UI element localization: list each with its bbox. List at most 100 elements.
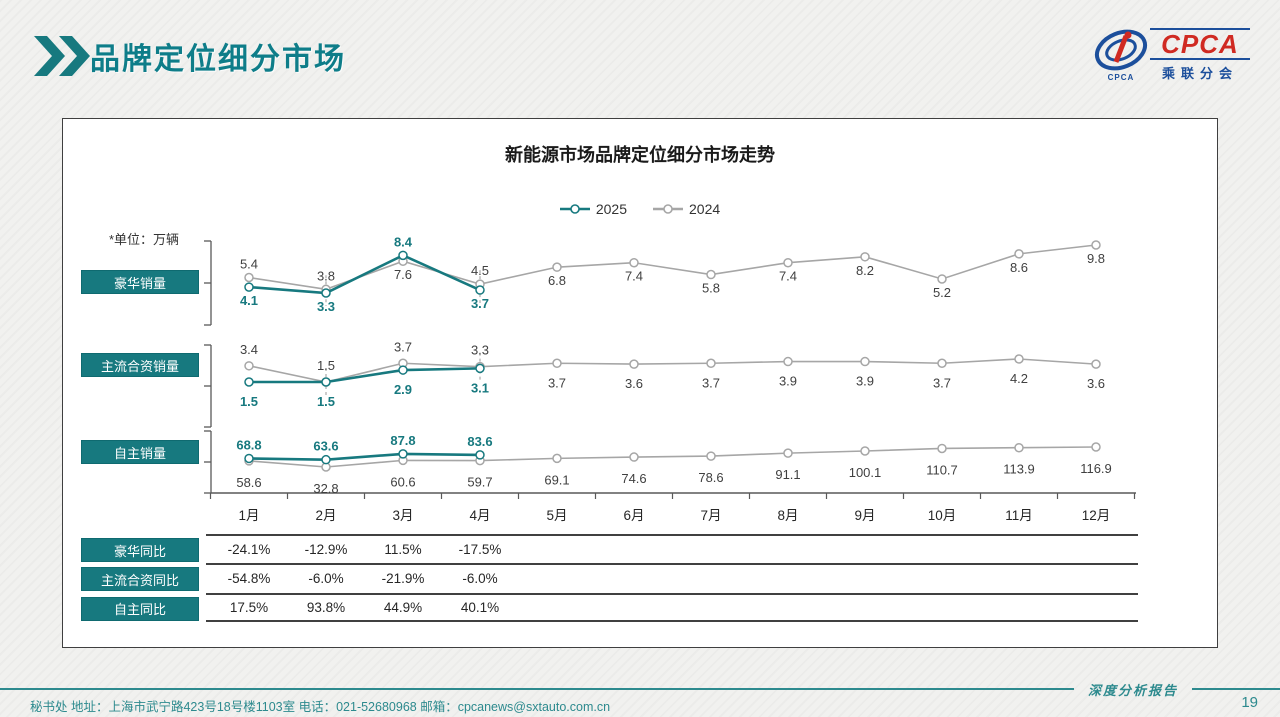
data-label-2024: 3.7 <box>702 375 720 390</box>
data-label-2024: 60.6 <box>390 474 415 489</box>
data-label-2025: 2.9 <box>394 382 412 397</box>
data-label-2024: 3.3 <box>471 343 489 358</box>
data-label-2024: 3.4 <box>240 342 258 357</box>
data-label-2024: 4.5 <box>471 263 489 278</box>
data-label-2024: 6.8 <box>548 273 566 288</box>
data-label-2024: 113.9 <box>1003 462 1035 477</box>
data-label-2025: 3.7 <box>471 296 489 311</box>
chart-panel: 新能源市场品牌定位细分市场走势 2025 2024 *单位：万辆 5.4 3.8 7.… <box>62 118 1218 648</box>
svg-text:CPCA: CPCA <box>1108 73 1135 82</box>
data-label-2025: 3.1 <box>471 380 489 395</box>
data-label-2024: 91.1 <box>775 467 800 482</box>
data-label-2024: 9.8 <box>1087 251 1105 266</box>
trend-chart: 5.4 3.8 7.6 4.5 6.8 7.4 5.8 7.4 8.2 5.2 8.6 9.8 4.1 3… <box>204 234 1136 499</box>
data-label-2024: 3.7 <box>933 375 951 390</box>
yoy-value: -6.0% <box>462 571 498 587</box>
data-label-2024: 78.6 <box>698 470 723 485</box>
legend-item-2025[interactable]: 2025 <box>559 201 627 217</box>
data-label-2024: 3.7 <box>394 339 412 354</box>
data-label-2024: 7.4 <box>625 269 643 284</box>
data-label-2024: 8.2 <box>856 263 874 278</box>
data-label-2024: 59.7 <box>467 475 492 490</box>
month-label: 4月 <box>469 508 491 523</box>
yoy-value: 40.1% <box>460 599 500 615</box>
section-badge-豪华销量: 豪华销量 <box>81 270 199 294</box>
row-badge-豪华同比: 豪华同比 <box>81 538 199 562</box>
legend-label: 2024 <box>689 201 721 217</box>
yoy-row-主流合资同比: -54.8% -6.0% -21.9% -6.0% <box>206 563 1138 592</box>
page-header: 品牌定位细分市场 CPCA CPCA 乘联分会 <box>0 0 1280 100</box>
month-label: 1月 <box>238 508 260 523</box>
data-label-2025: 87.8 <box>390 433 415 448</box>
page-title: 品牌定位细分市场 <box>90 43 346 76</box>
data-label-2024: 69.1 <box>544 472 569 487</box>
data-label-2025: 3.3 <box>317 299 335 314</box>
month-label: 9月 <box>854 508 876 523</box>
data-label-2024: 116.9 <box>1080 461 1112 476</box>
data-label-2024: 3.9 <box>856 374 874 389</box>
row-badge-自主同比: 自主同比 <box>81 596 199 621</box>
yoy-value: 11.5% <box>384 542 422 558</box>
data-label-2025: 1.5 <box>240 394 258 409</box>
data-label-2024: 7.4 <box>779 269 797 284</box>
month-label: 12月 <box>1081 508 1111 523</box>
legend-marker-icon <box>653 204 683 214</box>
month-label: 2月 <box>315 508 337 523</box>
yoy-row-豪华同比: -24.1% -12.9% 11.5% -17.5% <box>206 534 1138 563</box>
page-number: 19 <box>1241 694 1258 711</box>
data-label-2024: 100.1 <box>849 465 882 480</box>
yoy-value: 44.9% <box>383 599 423 615</box>
data-label-2024: 3.9 <box>779 374 797 389</box>
unit-note: *单位：万辆 <box>109 232 180 247</box>
data-label-2024: 3.7 <box>548 375 566 390</box>
data-label-2024: 58.6 <box>236 475 261 490</box>
yoy-value: -54.8% <box>227 571 271 587</box>
yoy-value: 17.5% <box>229 599 269 615</box>
yoy-value: -21.9% <box>381 571 425 587</box>
data-label-2024: 32.8 <box>313 481 338 496</box>
cpca-emblem-icon: CPCA <box>1094 29 1148 82</box>
legend-label: 2025 <box>595 201 627 217</box>
chart-legend: 2025 2024 <box>63 199 1217 219</box>
month-label: 7月 <box>700 508 722 523</box>
month-label: 3月 <box>392 508 414 523</box>
logo-subtext: 乘联分会 <box>1161 66 1238 81</box>
month-label: 10月 <box>927 508 957 523</box>
footer-rule: 深度分析报告 <box>0 681 1280 698</box>
data-label-2024: 5.8 <box>702 281 720 296</box>
data-label-2025: 1.5 <box>317 394 335 409</box>
report-type-label: 深度分析报告 <box>1087 682 1178 698</box>
data-label-2025: 8.4 <box>394 234 413 249</box>
yoy-value: -24.1% <box>227 542 271 558</box>
data-label-2024: 7.6 <box>394 267 412 282</box>
yoy-value: -12.9% <box>304 542 348 558</box>
double-chevron-icon <box>34 36 90 76</box>
month-label: 6月 <box>623 508 645 523</box>
data-label-2024: 8.6 <box>1010 260 1028 275</box>
logo-text: CPCA <box>1150 28 1250 60</box>
yoy-value: 93.8% <box>306 599 346 615</box>
month-label: 11月 <box>1005 508 1033 523</box>
data-label-2024: 3.6 <box>625 376 643 391</box>
footer-contact-info: 秘书处 地址：上海市武宁路423号18号楼1103室 电话：021-526809… <box>30 700 611 714</box>
data-label-2025: 4.1 <box>240 293 258 308</box>
section-badge-主流合资销量: 主流合资销量 <box>81 353 199 377</box>
data-label-2024: 4.2 <box>1010 371 1028 386</box>
data-label-2025: 63.6 <box>313 439 338 454</box>
chart-title: 新能源市场品牌定位细分市场走势 <box>505 145 775 165</box>
legend-marker-icon <box>559 204 590 214</box>
legend-item-2024[interactable]: 2024 <box>653 201 720 217</box>
data-label-2024: 3.8 <box>317 268 335 283</box>
cpca-logo: CPCA CPCA 乘联分会 <box>1092 24 1252 86</box>
section-badge-自主销量: 自主销量 <box>81 440 199 464</box>
row-badge-主流合资同比: 主流合资同比 <box>81 567 199 592</box>
yoy-value: -17.5% <box>458 542 502 558</box>
yoy-row-自主同比: 17.5% 93.8% 44.9% 40.1% <box>206 592 1138 622</box>
data-label-2025: 68.8 <box>236 437 261 452</box>
data-label-2024: 74.6 <box>621 471 646 486</box>
yoy-value: -6.0% <box>308 571 344 587</box>
data-label-2024: 1.5 <box>317 358 335 373</box>
data-label-2025: 83.6 <box>467 434 492 449</box>
data-label-2024: 5.2 <box>933 285 951 300</box>
data-label-2024: 110.7 <box>926 462 958 477</box>
